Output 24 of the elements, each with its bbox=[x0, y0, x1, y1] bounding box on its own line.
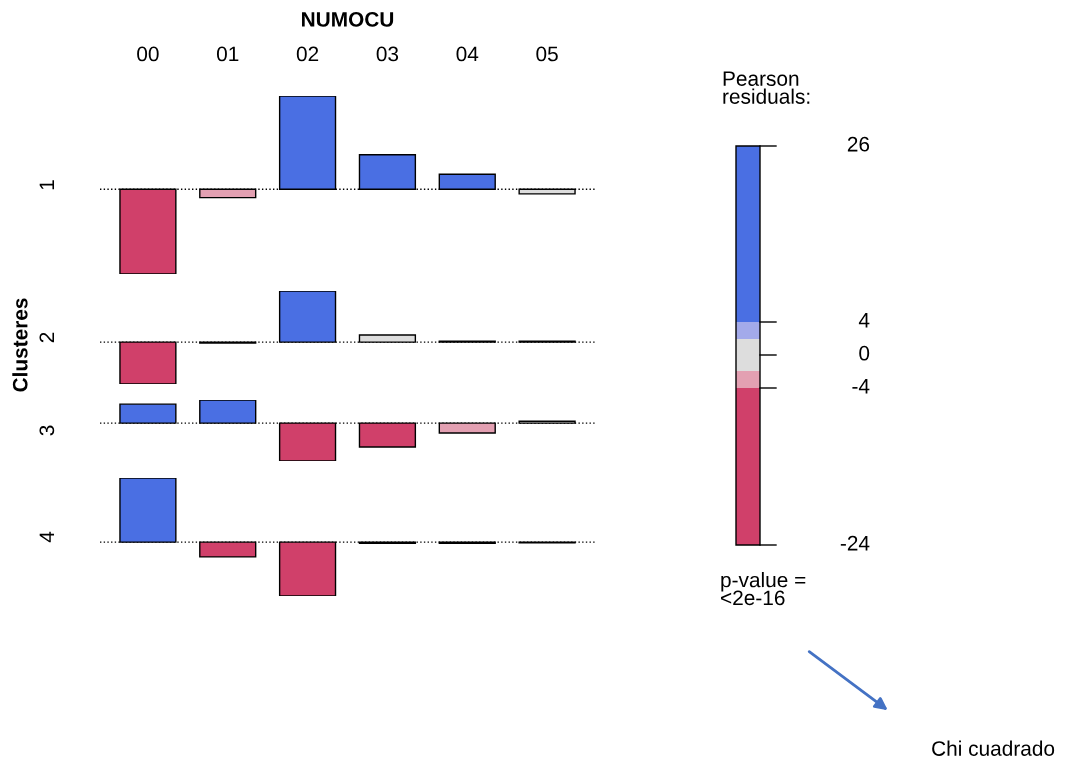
y-axis-title: 4 bbox=[39, 531, 55, 543]
x-tick-label: 01 bbox=[216, 46, 239, 62]
text: -24 bbox=[840, 535, 870, 551]
y-axis-title: 1 bbox=[39, 180, 55, 190]
text: -4 bbox=[852, 379, 870, 394]
text: 0 bbox=[859, 345, 870, 361]
text: Clusteres bbox=[12, 298, 28, 392]
x-tick-label: 05 bbox=[536, 46, 558, 62]
x-tick-label: 00 bbox=[137, 46, 159, 62]
bar bbox=[199, 400, 257, 424]
x-tick-label: 03 bbox=[376, 46, 399, 62]
x-tick-label: 02 bbox=[296, 46, 319, 62]
text: Pearson residuals: bbox=[723, 71, 810, 104]
chart-title: NUMOCU bbox=[302, 12, 394, 27]
bar bbox=[438, 422, 496, 434]
text: p-value = <2e-16 bbox=[721, 572, 806, 606]
text: Chi cuadrado bbox=[932, 740, 1055, 756]
bar bbox=[199, 188, 257, 199]
bar bbox=[438, 173, 496, 190]
text: 26 bbox=[847, 136, 870, 152]
y-axis-title: 3 bbox=[39, 425, 55, 436]
text: 4 bbox=[858, 313, 870, 328]
y-axis-title: 2 bbox=[39, 332, 55, 343]
x-tick-label: 04 bbox=[456, 46, 479, 62]
